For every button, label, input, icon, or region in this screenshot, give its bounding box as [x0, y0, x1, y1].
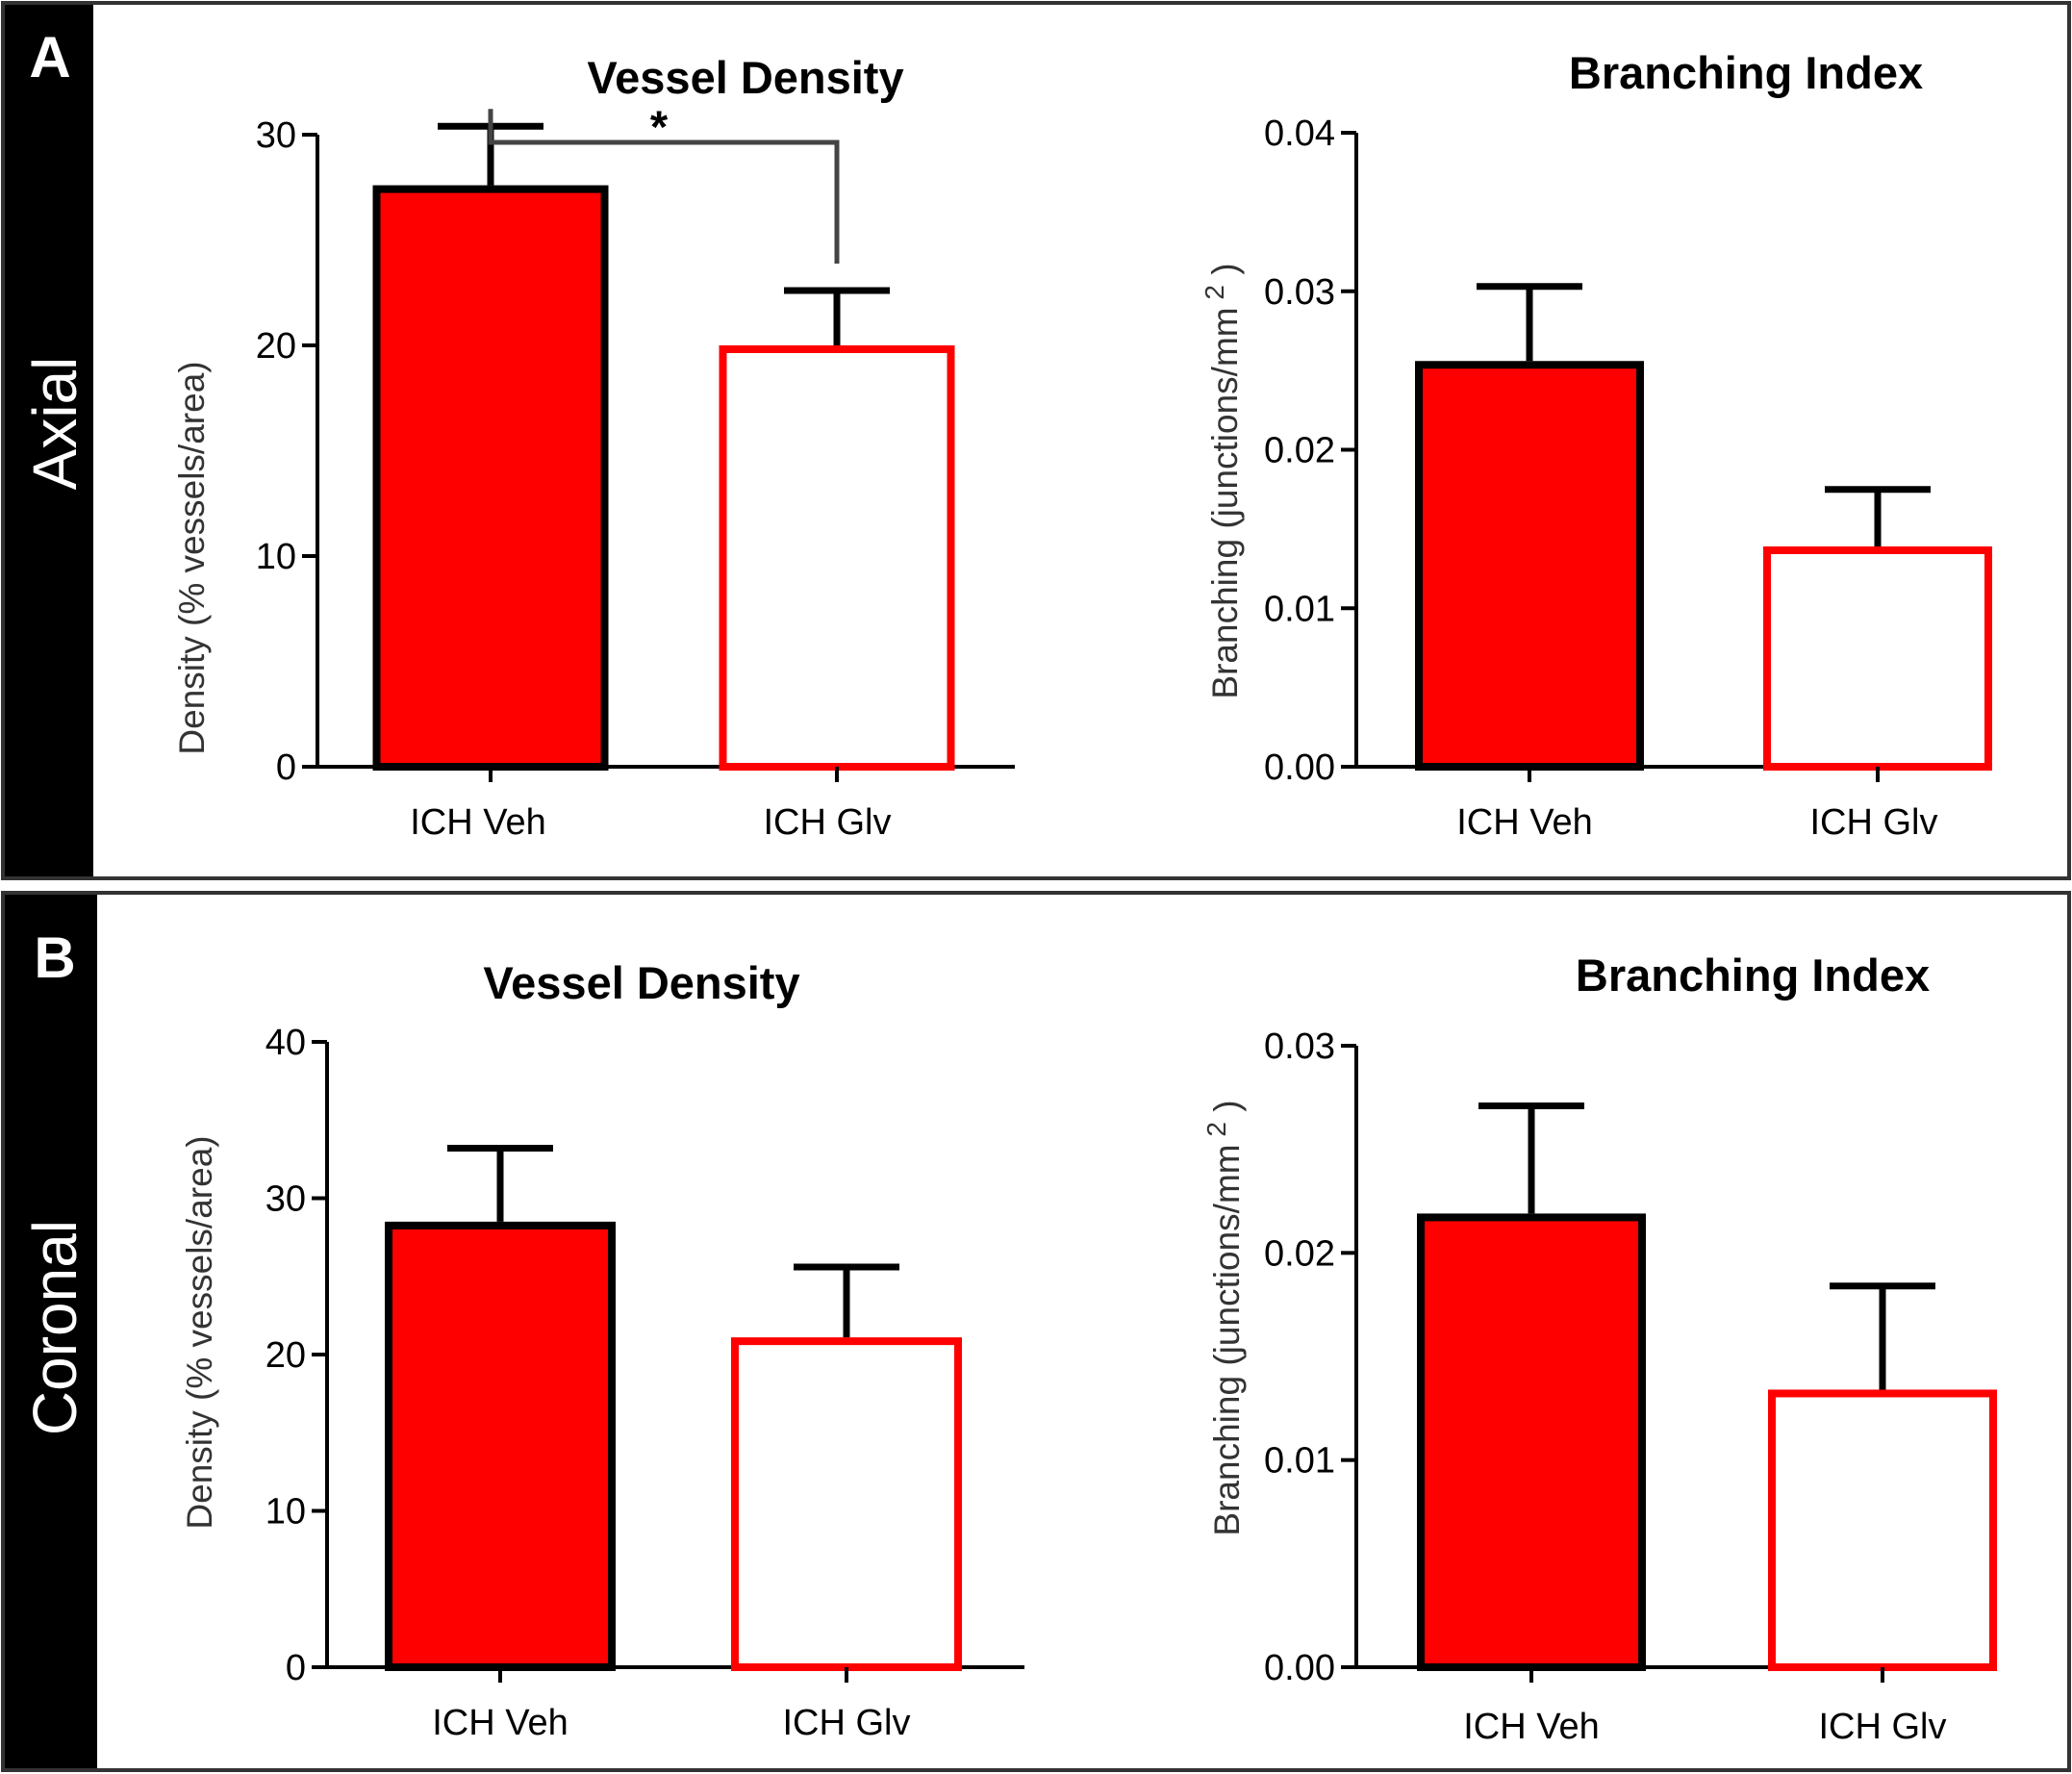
y-tick-label: 0.03	[1264, 272, 1335, 313]
y-axis-label-text: Branching (junctions/mm	[1207, 1144, 1247, 1535]
chart-title: Branching Index	[1576, 950, 1930, 1001]
x-category-label: ICH Glv	[1810, 802, 1938, 843]
y-tick-label: 10	[265, 1492, 306, 1533]
y-tick-label: 0.01	[1264, 1441, 1335, 1482]
y-axis-label-text: Branching (junctions/mm	[1205, 307, 1245, 698]
y-tick-label: 0	[276, 748, 296, 788]
y-tick-label: 0.00	[1264, 748, 1335, 788]
x-category-label: ICH Veh	[410, 802, 546, 843]
y-tick-label: 0	[286, 1648, 306, 1688]
bar-ich-glv	[1768, 1389, 1997, 1672]
x-category-label: ICH Veh	[1456, 802, 1593, 843]
y-tick-label: 10	[256, 537, 296, 577]
panel-a-frame	[1, 1, 2071, 880]
y-axis-label-end: )	[1205, 263, 1245, 285]
chart-title: Vessel Density	[483, 957, 799, 1008]
panel-b-letter: B	[34, 925, 75, 990]
bar-ich-glv	[719, 345, 955, 771]
axial-branching-index-chart: Branching Index Branching (junctions/mm 2…	[1200, 47, 1992, 843]
coronal-vessel-density-chart: Vessel Density Density (% vessels/area) 0 1…	[180, 957, 1024, 1743]
panel-a-sidebar	[5, 5, 93, 876]
y-axis-label: Branching (junctions/mm 2 )	[1201, 1100, 1247, 1535]
bar-ich-veh	[1415, 361, 1644, 771]
y-tick-label: 0.03	[1264, 1026, 1335, 1067]
y-tick-label: 20	[265, 1335, 306, 1376]
y-axis-label-superscript: 2	[1201, 1122, 1231, 1144]
y-axis-label-end: )	[1207, 1100, 1247, 1122]
y-axis-label: Density (% vessels/area)	[172, 361, 212, 754]
bar-ich-veh	[372, 185, 609, 771]
x-category-label: ICH Glv	[764, 802, 892, 843]
panel-b-frame	[1, 891, 2071, 1772]
y-tick-label: 0.04	[1264, 114, 1335, 154]
bar-ich-glv	[731, 1337, 962, 1671]
y-axis-label-superscript: 2	[1200, 285, 1229, 307]
x-category-label: ICH Veh	[1463, 1707, 1600, 1747]
axial-vessel-density-chart: Vessel Density Density (% vessels/area) 0 1…	[172, 52, 1015, 843]
y-axis-label: Density (% vessels/area)	[180, 1135, 219, 1529]
significance-marker: *	[650, 101, 669, 152]
y-tick-label: 30	[256, 115, 296, 156]
panel-a-label: Axial	[20, 357, 89, 491]
x-category-label: ICH Veh	[432, 1703, 569, 1743]
y-tick-label: 40	[265, 1023, 306, 1063]
significance-bracket	[488, 109, 840, 265]
y-tick-label: 30	[265, 1179, 306, 1220]
x-category-label: ICH Glv	[1819, 1707, 1947, 1747]
bar-ich-veh	[1417, 1213, 1646, 1672]
chart-title: Branching Index	[1569, 47, 1923, 98]
y-tick-label: 20	[256, 326, 296, 367]
bar-ich-glv	[1763, 545, 1992, 771]
y-tick-label: 0.02	[1264, 431, 1335, 471]
y-tick-label: 0.02	[1264, 1233, 1335, 1274]
y-tick-label: 0.00	[1264, 1648, 1335, 1688]
panel-b-sidebar	[5, 895, 97, 1768]
panel-b-label: Coronal	[20, 1220, 89, 1435]
panel-a-letter: A	[29, 25, 70, 89]
bar-ich-veh	[385, 1221, 616, 1671]
y-tick-label: 0.01	[1264, 589, 1335, 629]
y-axis-label: Branching (junctions/mm 2 )	[1200, 263, 1245, 698]
x-category-label: ICH Glv	[783, 1703, 911, 1743]
chart-title: Vessel Density	[587, 52, 903, 103]
coronal-branching-index-chart: Branching Index Branching (junctions/mm 2…	[1201, 950, 1997, 1747]
